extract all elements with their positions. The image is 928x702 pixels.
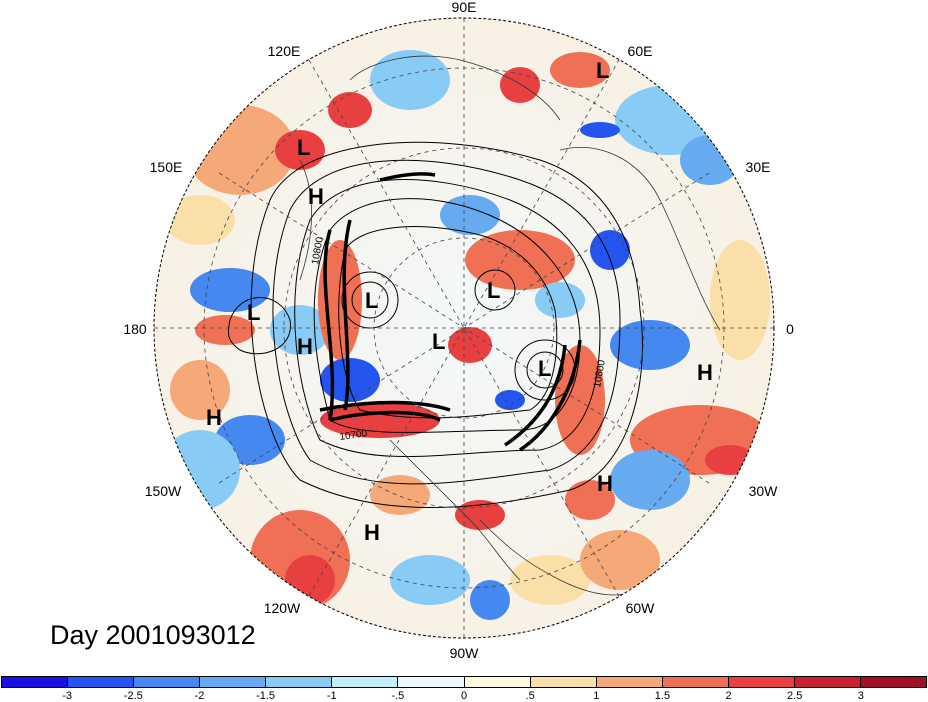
coastlines: [299, 55, 721, 596]
map-boundary: [153, 17, 775, 639]
colorbar-tick-label: -2: [194, 690, 205, 702]
colorbar-tick-label: -1: [326, 690, 337, 702]
colorbar-segment: [596, 677, 663, 687]
lon-label-60w: 60W: [626, 600, 656, 616]
pressure-center-label: H: [206, 405, 222, 430]
lon-label-30w: 30W: [749, 483, 779, 499]
colorbar-segment: [728, 677, 795, 687]
polar-map: 10800 10700 10800 L L H L L L H L L H H …: [123, 0, 794, 661]
lon-label-120w: 120W: [264, 600, 301, 616]
pressure-center-label: H: [364, 520, 380, 545]
colorbar-segment: [794, 677, 862, 687]
lon-label-120e: 120E: [268, 43, 301, 59]
contour-label: 10800: [310, 236, 326, 266]
colorbar-tick-label: -2.5: [123, 690, 143, 702]
contour-label: 10800: [592, 359, 608, 389]
colorbar-segment: [2, 677, 69, 687]
pressure-center-label: L: [247, 300, 260, 325]
pressure-center-label: H: [297, 334, 313, 359]
colorbar-tick-label: -3: [62, 690, 73, 702]
lon-label-30e: 30E: [746, 159, 771, 175]
colorbar: [1, 676, 927, 688]
colorbar-segment: [662, 677, 729, 687]
colorbar-segment: [398, 677, 465, 687]
colorbar-tick-label: 3: [857, 690, 864, 702]
graticule: [154, 18, 774, 638]
lon-label-180: 180: [123, 321, 147, 337]
pressure-center-label: H: [697, 360, 713, 385]
colorbar-tick-label: -.5: [391, 690, 405, 702]
colorbar-segment: [68, 677, 135, 687]
lon-label-150w: 150W: [145, 483, 182, 499]
pressure-center-label: L: [487, 278, 500, 303]
colorbar-segment: [530, 677, 597, 687]
colorbar-segment: [200, 677, 267, 687]
colorbar-tick-label: 1: [593, 690, 600, 702]
colorbar-tick-label: 2.5: [787, 690, 803, 702]
pressure-center-label: L: [432, 329, 445, 354]
lon-label-60e: 60E: [628, 43, 653, 59]
colorbar-segment: [332, 677, 399, 687]
lon-label-0: 0: [786, 321, 794, 337]
colorbar-tick-label: 1.5: [654, 690, 671, 702]
pressure-center-label: L: [538, 356, 551, 381]
pressure-center-label: H: [308, 184, 324, 209]
colorbar-tick-label: 2: [725, 690, 732, 702]
colorbar-segment: [266, 677, 333, 687]
contour-label: 10700: [339, 428, 369, 443]
colorbar-tick-label: 0: [460, 690, 468, 702]
pressure-center-label: L: [297, 135, 310, 160]
lon-label-90e: 90E: [452, 0, 477, 15]
lon-label-150e: 150E: [150, 159, 183, 175]
height-contours: [227, 141, 643, 508]
pressure-center-label: L: [365, 288, 378, 313]
colorbar-tick-label: -1.5: [256, 690, 276, 702]
colorbar-segment: [134, 677, 201, 687]
lon-label-90w: 90W: [450, 645, 480, 661]
colorbar-segment: [464, 677, 531, 687]
pressure-center-label: H: [597, 471, 613, 496]
colorbar-tick-label: .5: [525, 690, 535, 702]
colorbar-segment: [861, 677, 927, 687]
day-title: Day 2001093012: [50, 620, 256, 650]
pressure-center-label: L: [596, 58, 609, 83]
